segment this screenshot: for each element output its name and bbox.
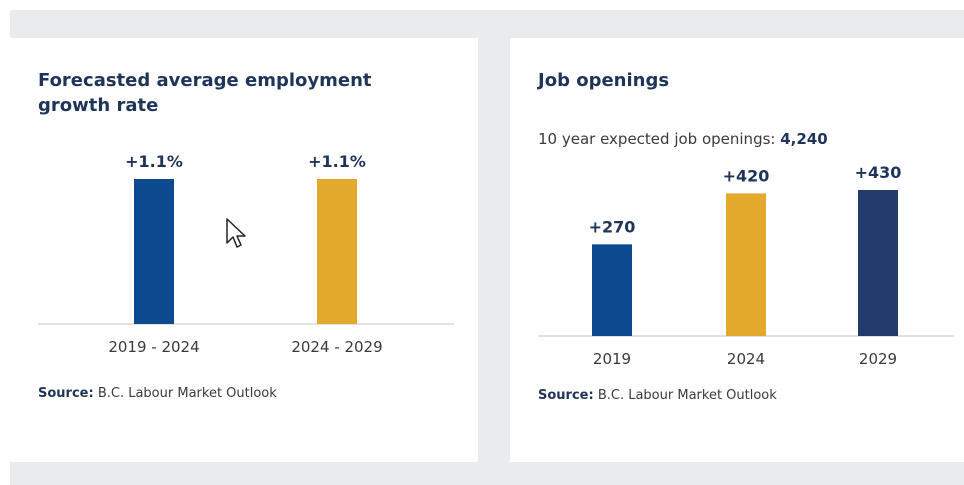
openings-tick-label-2: 2029 — [859, 350, 897, 368]
openings-source: Source: B.C. Labour Market Outlook — [538, 388, 777, 403]
growth-rate-card: Forecasted average employment growth rat… — [10, 38, 478, 462]
openings-data-label-0: +270 — [589, 217, 636, 236]
mouse-cursor-icon — [226, 218, 246, 248]
subtitle-value: 4,240 — [780, 130, 828, 148]
growth-bar-1 — [317, 179, 357, 324]
job-openings-title: Job openings — [538, 70, 670, 91]
openings-bar-1 — [726, 193, 766, 336]
openings-source-label: Source: — [538, 388, 594, 403]
growth-source-label: Source: — [38, 386, 94, 401]
job-openings-card: Job openings 10 year expected job openin… — [510, 38, 964, 462]
growth-rate-title: Forecasted average employment growth rat… — [38, 70, 372, 116]
openings-tick-label-0: 2019 — [593, 350, 631, 368]
growth-bar-0 — [134, 179, 174, 324]
growth-source-text: B.C. Labour Market Outlook — [97, 386, 277, 401]
subtitle-label: 10 year expected job openings: — [538, 130, 776, 148]
growth-rate-chart: +1.1% 2019 - 2024 +1.1% 2024 - 2029 — [38, 152, 454, 356]
openings-bar-0 — [592, 244, 632, 336]
growth-tick-label-1: 2024 - 2029 — [291, 338, 382, 356]
growth-data-label-1: +1.1% — [308, 152, 366, 171]
job-openings-chart: +270 2019 +420 2024 +430 2029 — [538, 163, 954, 368]
openings-source-text: B.C. Labour Market Outlook — [597, 388, 777, 403]
growth-source: Source: B.C. Labour Market Outlook — [38, 386, 277, 401]
growth-tick-label-0: 2019 - 2024 — [108, 338, 199, 356]
openings-bar-2 — [858, 190, 898, 336]
openings-data-label-1: +420 — [723, 166, 770, 185]
openings-data-label-2: +430 — [855, 163, 902, 182]
job-openings-subtitle: 10 year expected job openings: 4,240 — [538, 130, 828, 148]
openings-tick-label-1: 2024 — [727, 350, 765, 368]
growth-data-label-0: +1.1% — [125, 152, 183, 171]
